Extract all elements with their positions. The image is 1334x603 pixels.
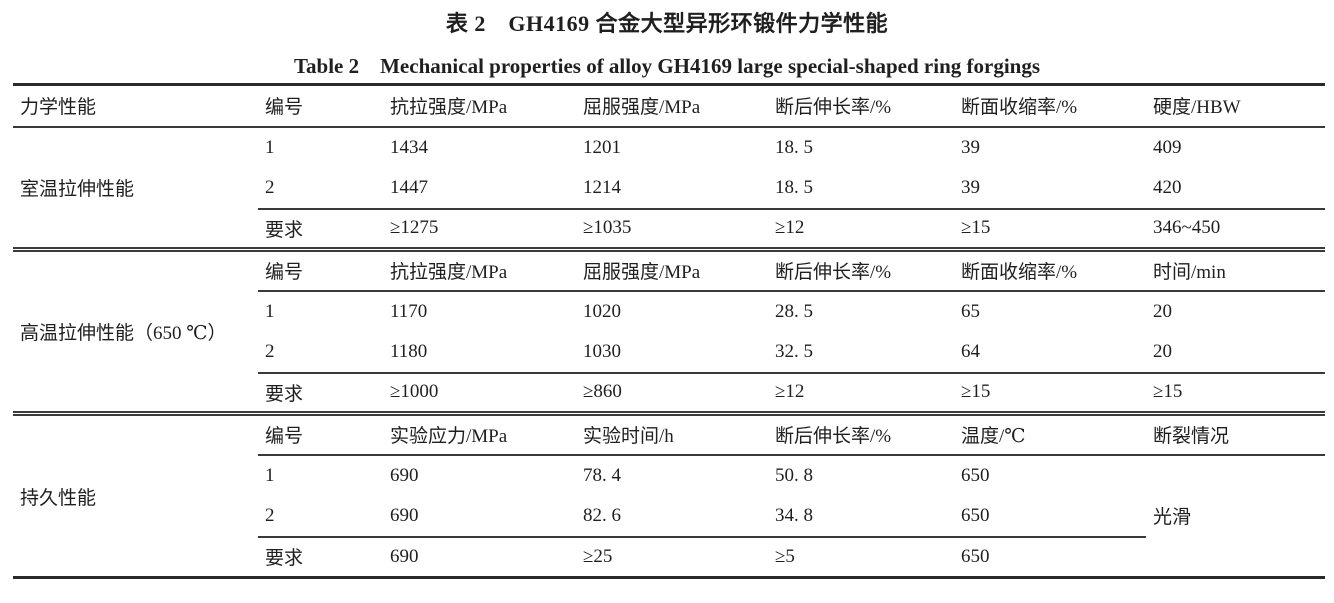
requirement-row: 要求 ≥1275 ≥1035 ≥12 ≥15 346~450 — [13, 207, 1325, 250]
table-cell: ≥1000 — [383, 371, 576, 414]
table-cell: ≥12 — [768, 207, 954, 250]
table-cell: 2 — [265, 176, 275, 198]
table-cell: 346~450 — [1146, 207, 1325, 250]
table-row: 2 1447 1214 18. 5 39 420 — [13, 168, 1325, 209]
section-label-room-temp: 室温拉伸性能 — [20, 178, 135, 200]
table-cell: 34. 8 — [775, 504, 813, 526]
table-cell: 要求 — [258, 207, 383, 250]
table-row: 室温拉伸性能 1 1434 1201 18. 5 39 409 — [13, 127, 1325, 200]
section-label-high-temp: 高温拉伸性能（650 ℃） — [13, 247, 258, 414]
table-cell: 1180 — [390, 340, 428, 362]
table-cell: 1020 — [583, 300, 621, 322]
column-header: 断面收缩率/% — [954, 84, 1146, 128]
requirement-row: 要求 ≥1000 ≥860 ≥12 ≥15 ≥15 — [13, 371, 1325, 414]
table-cell: 1447 — [390, 176, 428, 198]
table-cell: 39 — [961, 136, 980, 158]
column-header: 断面收缩率/% — [954, 247, 1146, 292]
column-header: 断后伸长率/% — [768, 247, 954, 292]
table-cell: 1201 — [583, 136, 621, 158]
table-title-zh: 表 2 GH4169 合金大型异形环锻件力学性能 — [445, 11, 889, 36]
table-cell: 650 — [954, 535, 1146, 578]
table-title-en: Table 2 Mechanical properties of alloy G… — [293, 54, 1041, 78]
column-header: 屈服强度/MPa — [576, 84, 768, 128]
table-cell: 18. 5 — [775, 136, 813, 158]
column-header: 编号 — [258, 411, 383, 456]
column-header: 抗拉强度/MPa — [383, 247, 576, 292]
table-cell: 82. 6 — [583, 504, 621, 526]
table-cell: 650 — [961, 464, 990, 486]
column-header: 力学性能 — [13, 84, 258, 128]
table-cell: ≥15 — [1146, 371, 1325, 414]
table-cell: ≥12 — [768, 371, 954, 414]
table-cell: ≥860 — [576, 371, 768, 414]
table-cell: 2 — [265, 340, 275, 362]
column-header: 硬度/HBW — [1146, 84, 1325, 128]
table-cell: 1170 — [390, 300, 428, 322]
table-cell: 1 — [265, 464, 275, 486]
table-cell: 1 — [265, 136, 275, 158]
table-cell: 650 — [961, 504, 990, 526]
table-cell: 18. 5 — [775, 176, 813, 198]
table-cell: ≥1035 — [576, 207, 768, 250]
table-cell: 32. 5 — [775, 340, 813, 362]
section-label-rupture: 持久性能 — [13, 411, 258, 578]
column-header: 编号 — [258, 84, 383, 128]
table-cell: ≥25 — [576, 535, 768, 578]
column-header: 断后伸长率/% — [768, 84, 954, 128]
column-header: 编号 — [258, 247, 383, 292]
table-row: 2 1180 1030 32. 5 64 20 — [13, 332, 1325, 373]
table-cell: 1434 — [390, 136, 428, 158]
table-cell: ≥5 — [768, 535, 954, 578]
table-cell: 要求 — [258, 535, 383, 578]
table-cell: 20 — [1153, 300, 1172, 322]
table-cell: ≥15 — [954, 207, 1146, 250]
merged-fracture-cell: 光滑 — [1153, 507, 1192, 529]
table-cell: 2 — [265, 504, 275, 526]
table-cell: ≥1275 — [383, 207, 576, 250]
table-cell: 78. 4 — [583, 464, 621, 486]
table-cell: 690 — [390, 504, 419, 526]
requirement-row: 要求 690 ≥25 ≥5 650 — [13, 535, 1325, 578]
column-header: 屈服强度/MPa — [576, 247, 768, 292]
mechanical-properties-table: 力学性能 编号 抗拉强度/MPa 屈服强度/MPa 断后伸长率/% 断面收缩率/… — [13, 83, 1325, 579]
column-header: 时间/min — [1146, 247, 1325, 292]
table-cell: 65 — [961, 300, 980, 322]
table-cell: ≥15 — [954, 371, 1146, 414]
table-row: 1 690 78. 4 50. 8 650 光滑 — [13, 455, 1325, 529]
section-header-row: 持久性能 编号 实验应力/MPa 实验时间/h 断后伸长率/% 温度/℃ 断裂情… — [13, 411, 1325, 578]
column-header: 断后伸长率/% — [768, 411, 954, 456]
table-cell: 50. 8 — [775, 464, 813, 486]
column-header: 温度/℃ — [954, 411, 1146, 456]
section-header-row: 高温拉伸性能（650 ℃） 编号 抗拉强度/MPa 屈服强度/MPa 断后伸长率… — [13, 247, 1325, 414]
table-cell: 420 — [1153, 176, 1182, 198]
column-header: 抗拉强度/MPa — [383, 84, 576, 128]
table-cell: 1 — [265, 300, 275, 322]
table-cell: 39 — [961, 176, 980, 198]
table-row: 2 690 82. 6 34. 8 650 — [13, 496, 1325, 537]
table-cell: 690 — [390, 464, 419, 486]
table-cell: 20 — [1153, 340, 1172, 362]
table-cell: 1214 — [583, 176, 621, 198]
table-row: 1 1170 1020 28. 5 65 20 — [13, 291, 1325, 332]
column-header: 实验时间/h — [576, 411, 768, 456]
column-header: 实验应力/MPa — [383, 411, 576, 456]
table-cell: 要求 — [258, 371, 383, 414]
table-cell: 690 — [383, 535, 576, 578]
table-cell: 28. 5 — [775, 300, 813, 322]
table-cell: 409 — [1153, 136, 1182, 158]
column-header: 断裂情况 — [1146, 411, 1325, 456]
table-cell: 64 — [961, 340, 980, 362]
main-header-row: 力学性能 编号 抗拉强度/MPa 屈服强度/MPa 断后伸长率/% 断面收缩率/… — [13, 84, 1325, 128]
table-cell: 1030 — [583, 340, 621, 362]
